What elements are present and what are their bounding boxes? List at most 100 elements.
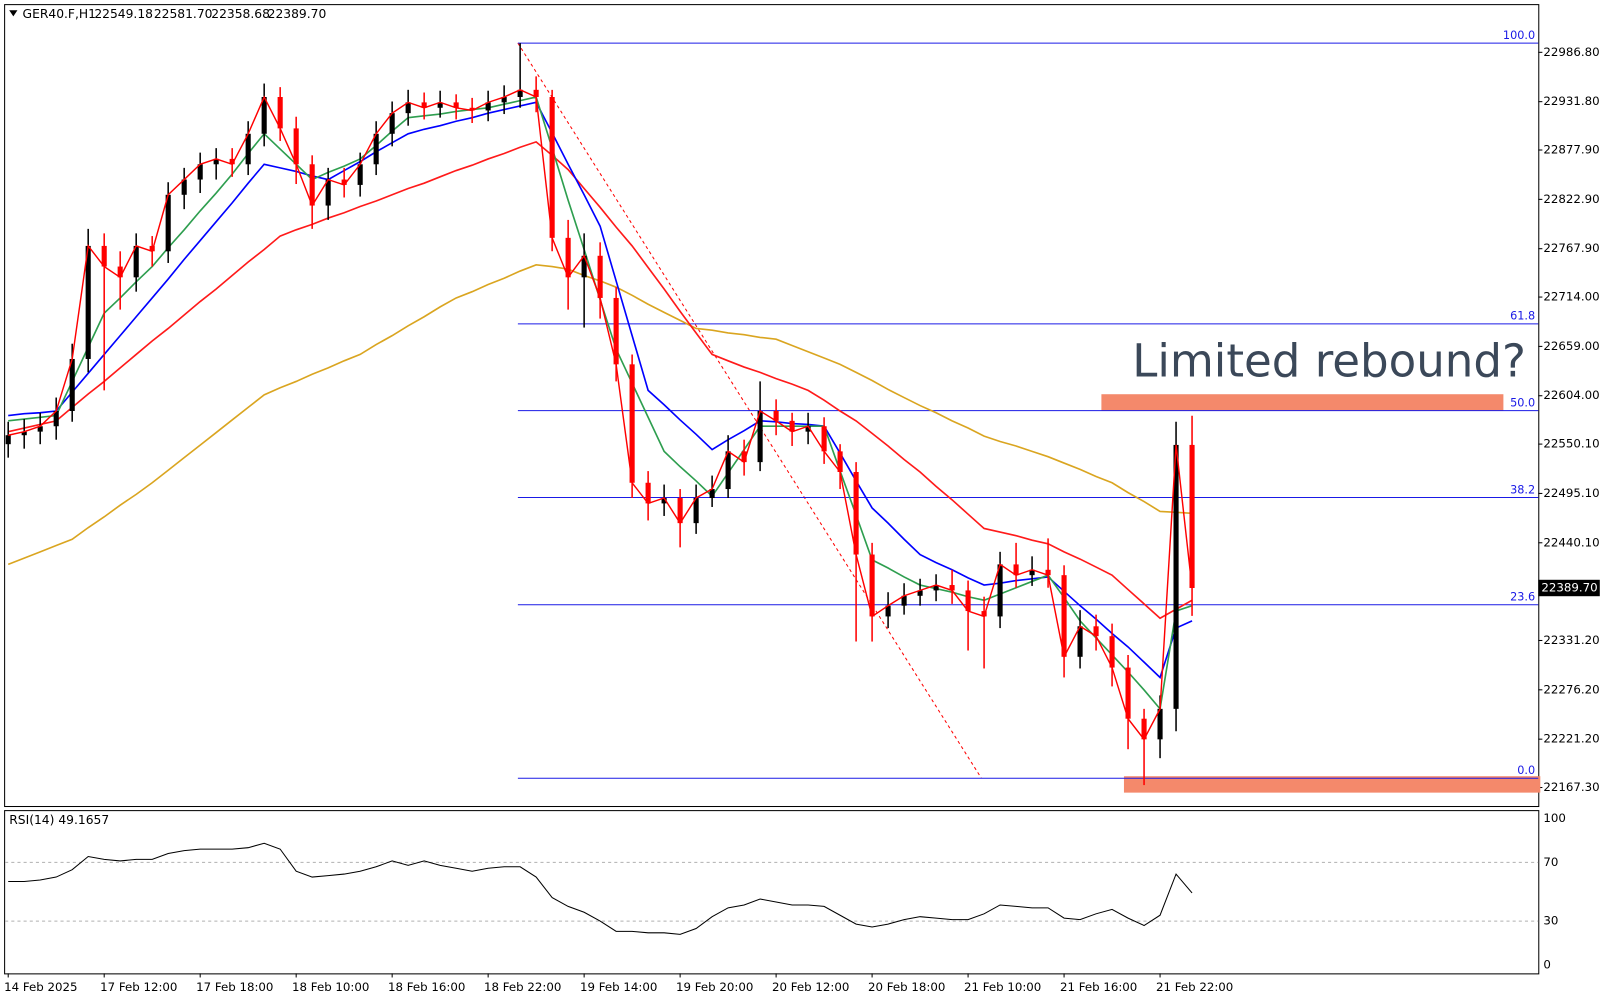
x-tick-label: 19 Feb 20:00 — [676, 980, 753, 994]
rsi-tick-label: 70 — [1543, 855, 1558, 869]
candle-body — [1029, 569, 1035, 576]
y-tick-label: 22877.90 — [1543, 143, 1599, 157]
candle-body — [1061, 575, 1067, 657]
candle-body — [581, 255, 587, 278]
candle-body — [69, 358, 75, 411]
candle-body — [549, 96, 555, 238]
current-price-box — [1538, 579, 1600, 597]
candle-body — [261, 96, 267, 134]
candle-body — [373, 133, 379, 165]
menu-arrow[interactable] — [9, 10, 18, 17]
y-tick-label: 22440.10 — [1543, 535, 1599, 549]
candle-body — [661, 498, 667, 504]
x-tick-label: 17 Feb 18:00 — [196, 980, 273, 994]
candle-body — [133, 245, 139, 278]
rsi-line — [8, 842, 1193, 935]
candle-body — [517, 89, 523, 97]
candle-body — [485, 102, 491, 111]
y-tick-label: 22167.30 — [1543, 780, 1599, 794]
x-tick-label: 21 Feb 10:00 — [964, 980, 1041, 994]
candle-body — [501, 96, 507, 103]
candle-body — [597, 255, 603, 298]
candle-body — [245, 133, 251, 165]
candle-body — [277, 96, 283, 129]
header-value: 22581.70 — [154, 7, 213, 21]
candle-body — [757, 410, 763, 463]
candle-body — [197, 164, 203, 180]
candle-body — [997, 564, 1003, 617]
candle-body — [1013, 564, 1019, 576]
candle-body — [837, 451, 843, 472]
candle-body — [37, 426, 43, 432]
candle-body — [469, 107, 475, 111]
symbol: GER40.F,H1 — [23, 7, 96, 21]
x-tick-label: 21 Feb 16:00 — [1060, 980, 1137, 994]
header-value: 22389.70 — [268, 7, 327, 21]
candle-body — [437, 102, 443, 108]
candle-body — [677, 498, 683, 524]
y-tick-label: 22604.00 — [1543, 388, 1599, 402]
candle-body — [389, 113, 395, 134]
candle-body — [933, 585, 939, 591]
candle-body — [917, 590, 923, 596]
x-tick-label: 18 Feb 22:00 — [484, 980, 561, 994]
y-tick-label: 22221.20 — [1543, 732, 1599, 746]
candle-body — [213, 158, 219, 165]
candle-body — [1141, 718, 1147, 740]
candle-body — [309, 164, 315, 206]
candle-body — [613, 297, 619, 365]
y-tick-label: 22767.90 — [1543, 241, 1599, 255]
rsi-tick-label: 100 — [1543, 811, 1566, 825]
x-tick-label: 19 Feb 14:00 — [580, 980, 657, 994]
annotation: Limited rebound? — [1132, 334, 1526, 387]
candle-body — [901, 595, 907, 606]
x-tick-label: 14 Feb 2025 — [4, 980, 77, 994]
main-frame — [4, 4, 1540, 808]
fib-label: 38.2 — [1510, 483, 1535, 496]
x-tick-label: 18 Feb 10:00 — [292, 980, 369, 994]
zone — [1101, 394, 1504, 411]
candle-body — [21, 431, 27, 436]
x-tick-label: 17 Feb 12:00 — [100, 980, 177, 994]
rsi-tick-label: 30 — [1543, 914, 1558, 928]
candle-body — [149, 245, 155, 252]
candle-body — [789, 420, 795, 432]
current-price-label: 22389.70 — [1541, 580, 1597, 594]
candle-body — [853, 471, 859, 555]
candle-body — [293, 128, 299, 165]
fib-label: 23.6 — [1510, 591, 1535, 604]
x-tick-label: 20 Feb 12:00 — [772, 980, 849, 994]
candle-body — [1125, 667, 1131, 719]
candle-body — [325, 179, 331, 206]
candle-body — [1093, 626, 1099, 637]
zone — [1123, 776, 1541, 793]
y-tick-label: 22822.90 — [1543, 192, 1599, 206]
candle-body — [885, 605, 891, 617]
candle-body — [693, 498, 699, 524]
candle-body — [357, 164, 363, 185]
fib-label: 100.0 — [1503, 29, 1535, 42]
candle-body — [101, 245, 107, 267]
candle-body — [1045, 569, 1051, 576]
rsi-frame — [4, 810, 1540, 975]
candle-body — [565, 237, 571, 278]
candle-body — [725, 451, 731, 490]
close-line — [8, 89, 1193, 741]
candle-body — [453, 102, 459, 108]
fib-label: 0.0 — [1517, 764, 1535, 777]
y-tick-label: 22986.80 — [1543, 45, 1599, 59]
y-tick-label: 22331.20 — [1543, 633, 1599, 647]
candle-body — [949, 585, 955, 591]
rsi-title: RSI(14) 49.1657 — [9, 813, 109, 827]
candle-body — [165, 194, 171, 252]
candle-body — [53, 410, 59, 427]
header-value: 22549.18 — [94, 7, 153, 21]
y-tick-label: 22931.80 — [1543, 94, 1599, 108]
candle-body — [5, 435, 11, 445]
candle-body — [981, 611, 987, 617]
x-tick-label: 18 Feb 16:00 — [388, 980, 465, 994]
candle-body — [341, 179, 347, 185]
header-value: 22358.68 — [211, 7, 270, 21]
candle-body — [805, 426, 811, 432]
